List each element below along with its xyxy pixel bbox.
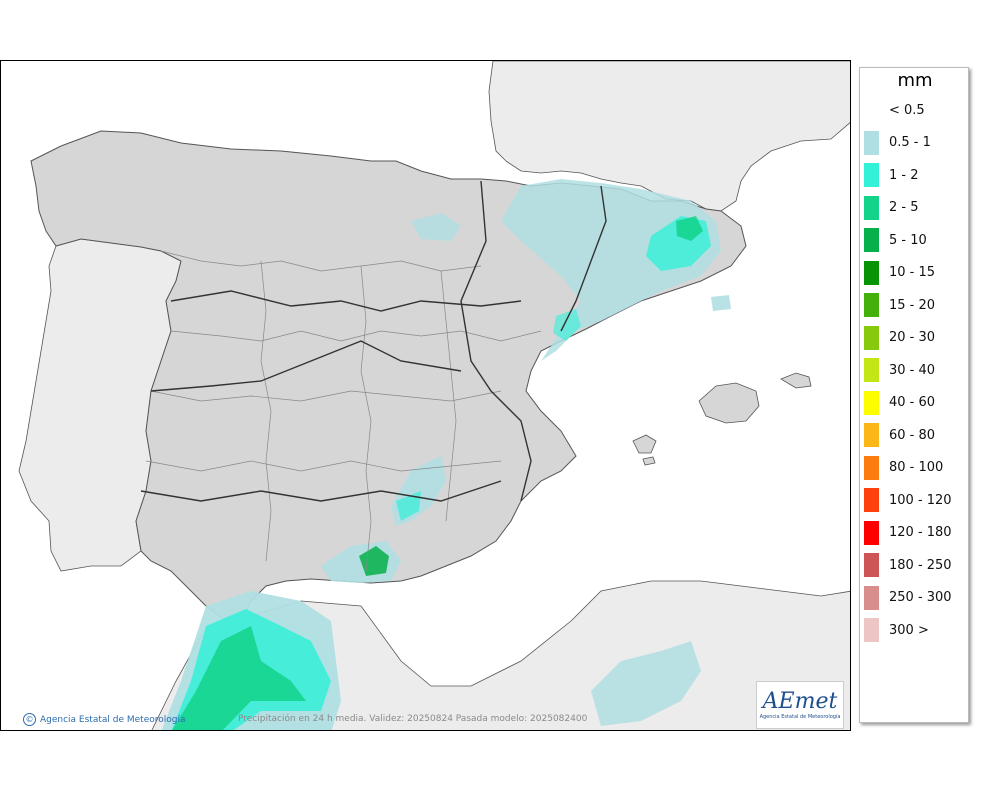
legend-label: 5 - 10 xyxy=(889,232,927,248)
precip-east-sea xyxy=(711,295,731,311)
legend-swatch xyxy=(864,325,879,350)
legend-swatch xyxy=(864,618,879,642)
legend-label: 120 - 180 xyxy=(889,525,952,540)
legend-item: 1 - 2 xyxy=(864,163,968,187)
map-caption: Precipitación en 24 h media. Validez: 20… xyxy=(238,714,588,724)
legend-swatch xyxy=(864,260,879,285)
legend-swatch xyxy=(864,358,879,382)
credit-text: Agencia Estatal de Meteorología xyxy=(40,714,186,725)
menorca-land xyxy=(780,372,812,389)
legend-label: 250 - 300 xyxy=(889,590,952,605)
credit: © Agencia Estatal de Meteorología xyxy=(23,713,186,726)
legend-item: 15 - 20 xyxy=(864,293,968,317)
legend-item: 100 - 120 xyxy=(864,488,968,512)
legend-label: < 0.5 xyxy=(889,102,925,118)
legend-item: 120 - 180 xyxy=(864,520,968,545)
legend-swatch xyxy=(864,228,879,252)
legend-item: 60 - 80 xyxy=(864,423,968,447)
legend-label: 20 - 30 xyxy=(889,330,936,345)
precip-strait-3 xyxy=(172,626,306,730)
legend-label: 1 - 2 xyxy=(889,167,919,183)
legend-swatch xyxy=(864,520,879,545)
legend-swatch xyxy=(864,553,879,577)
legend-item: 300 > xyxy=(864,618,968,642)
mallorca-land xyxy=(698,382,760,424)
legend-item: 20 - 30 xyxy=(864,325,968,350)
legend-swatch xyxy=(864,195,879,220)
legend-label: 2 - 5 xyxy=(889,200,919,215)
legend-label: 80 - 100 xyxy=(889,460,944,475)
legend-swatch xyxy=(864,130,879,155)
legend-label: 100 - 120 xyxy=(889,492,952,508)
logo-subtitle: Agencia Estatal de Meteorología xyxy=(759,714,841,720)
precip-andalusia-east-2 xyxy=(396,491,421,521)
legend-label: 40 - 60 xyxy=(889,395,936,410)
ibiza-land xyxy=(632,434,657,454)
legend-item: 5 - 10 xyxy=(864,228,968,252)
logo-text: AEmet xyxy=(762,689,838,714)
legend-item: 30 - 40 xyxy=(864,358,968,382)
legend-swatch xyxy=(864,163,879,187)
legend-label: 60 - 80 xyxy=(889,427,936,443)
legend-swatch xyxy=(864,98,879,122)
legend-swatch xyxy=(864,293,879,317)
legend-item: 80 - 100 xyxy=(864,455,968,480)
legend-swatch xyxy=(864,423,879,447)
region-borders xyxy=(140,180,607,502)
precip-africa-east xyxy=(591,641,701,726)
legend-item: 40 - 60 xyxy=(864,390,968,415)
formentera-land xyxy=(642,456,656,466)
legend-swatch xyxy=(864,488,879,512)
precipitation-map: © Agencia Estatal de Meteorología Precip… xyxy=(0,60,851,731)
precip-catalonia xyxy=(501,179,721,361)
legend-item: 250 - 300 xyxy=(864,585,968,610)
legend-item: 0.5 - 1 xyxy=(864,130,968,155)
legend-item: 10 - 15 xyxy=(864,260,968,285)
precip-catalonia-3 xyxy=(676,216,703,241)
legend-item: < 0.5 xyxy=(864,98,968,122)
legend-swatch xyxy=(864,455,879,480)
legend-item: 2 - 5 xyxy=(864,195,968,220)
legend-label: 10 - 15 xyxy=(889,265,936,280)
legend-label: 30 - 40 xyxy=(889,362,936,378)
map-canvas xyxy=(1,61,850,730)
legend-swatch xyxy=(864,585,879,610)
legend-label: 15 - 20 xyxy=(889,297,936,313)
legend-item: 180 - 250 xyxy=(864,553,968,577)
precip-ebro xyxy=(553,309,581,341)
legend-label: 0.5 - 1 xyxy=(889,135,931,150)
precip-navarra xyxy=(411,213,461,241)
legend: mm < 0.5 0.5 - 1 1 - 2 2 - 5 5 - 10 10 - 15 15… xyxy=(859,67,969,723)
legend-unit: mm xyxy=(897,70,933,91)
legend-label: 300 > xyxy=(889,622,929,638)
legend-label: 180 - 250 xyxy=(889,557,952,573)
province-borders xyxy=(145,250,542,572)
aemet-logo: AEmet Agencia Estatal de Meteorología xyxy=(756,681,844,729)
copyright-icon: © xyxy=(23,713,36,726)
legend-swatch xyxy=(864,390,879,415)
